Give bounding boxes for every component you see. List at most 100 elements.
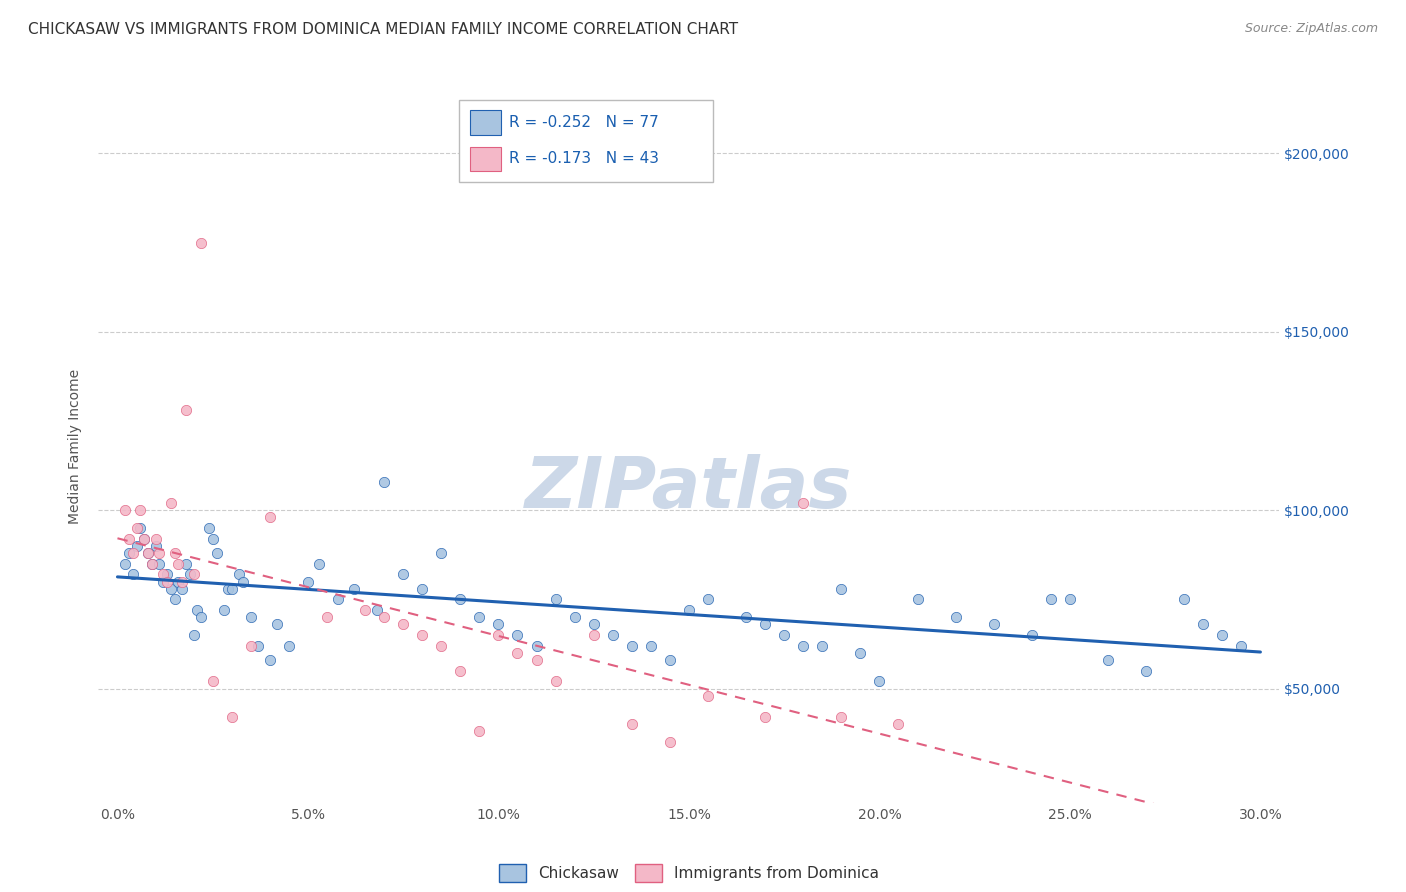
Point [114, 503, 136, 517]
Point [945, 610, 967, 624]
Point [129, 521, 152, 535]
Point [411, 628, 433, 642]
Point [172, 582, 194, 596]
Point [411, 582, 433, 596]
Point [754, 710, 776, 724]
Point [1059, 592, 1081, 607]
Point [141, 557, 163, 571]
Point [582, 628, 605, 642]
Point [468, 724, 491, 739]
Point [239, 639, 262, 653]
Point [205, 546, 228, 560]
Point [121, 567, 143, 582]
Point [129, 503, 152, 517]
Point [1135, 664, 1157, 678]
Point [221, 710, 243, 724]
Point [735, 610, 758, 624]
Point [1021, 628, 1043, 642]
Point [201, 674, 224, 689]
Point [148, 546, 170, 560]
Point [849, 646, 872, 660]
Point [179, 567, 201, 582]
Point [259, 653, 281, 667]
Point [239, 610, 262, 624]
Point [297, 574, 319, 589]
Point [118, 546, 141, 560]
Point [392, 617, 415, 632]
Point [983, 617, 1005, 632]
Point [259, 510, 281, 524]
Point [134, 532, 156, 546]
Point [811, 639, 834, 653]
Point [564, 610, 586, 624]
Point [830, 582, 852, 596]
Text: R = -0.173   N = 43: R = -0.173 N = 43 [509, 152, 659, 167]
Point [232, 574, 254, 589]
Point [201, 532, 224, 546]
Text: ZIPatlas: ZIPatlas [526, 454, 852, 524]
Point [159, 496, 181, 510]
Point [212, 603, 235, 617]
Point [152, 567, 174, 582]
Point [373, 475, 395, 489]
Point [145, 539, 167, 553]
Point [697, 689, 720, 703]
Point [163, 546, 186, 560]
Point [183, 628, 205, 642]
Y-axis label: Median Family Income: Median Family Income [69, 368, 83, 524]
Point [266, 617, 288, 632]
Point [152, 574, 174, 589]
Point [148, 557, 170, 571]
Point [678, 603, 700, 617]
Point [658, 735, 681, 749]
Text: Source: ZipAtlas.com: Source: ZipAtlas.com [1244, 22, 1378, 36]
Point [118, 532, 141, 546]
Point [190, 235, 212, 250]
Point [277, 639, 299, 653]
Point [121, 546, 143, 560]
Point [868, 674, 890, 689]
Point [159, 582, 181, 596]
Point [167, 574, 190, 589]
Point [156, 574, 179, 589]
Point [136, 546, 159, 560]
Point [907, 592, 929, 607]
Point [174, 557, 197, 571]
Point [156, 567, 179, 582]
Point [163, 592, 186, 607]
Text: R = -0.252   N = 77: R = -0.252 N = 77 [509, 115, 659, 130]
Point [228, 567, 250, 582]
Point [468, 610, 491, 624]
Point [174, 403, 197, 417]
Point [526, 639, 548, 653]
Point [172, 574, 194, 589]
Text: CHICKASAW VS IMMIGRANTS FROM DOMINICA MEDIAN FAMILY INCOME CORRELATION CHART: CHICKASAW VS IMMIGRANTS FROM DOMINICA ME… [28, 22, 738, 37]
Point [125, 521, 148, 535]
Point [506, 628, 529, 642]
Point [792, 496, 814, 510]
Point [526, 653, 548, 667]
Point [247, 639, 270, 653]
Point [190, 610, 212, 624]
Point [449, 664, 471, 678]
Point [697, 592, 720, 607]
Point [773, 628, 796, 642]
Point [183, 567, 205, 582]
Point [328, 592, 350, 607]
Point [316, 610, 339, 624]
Point [640, 639, 662, 653]
Point [186, 603, 208, 617]
Point [620, 639, 643, 653]
Legend: Chickasaw, Immigrants from Dominica: Chickasaw, Immigrants from Dominica [492, 858, 886, 888]
Point [221, 582, 243, 596]
Point [430, 546, 453, 560]
Point [392, 567, 415, 582]
Point [658, 653, 681, 667]
Point [198, 521, 221, 535]
Point [167, 557, 190, 571]
Point [488, 628, 510, 642]
Point [114, 557, 136, 571]
Point [1097, 653, 1119, 667]
Point [343, 582, 366, 596]
Point [141, 557, 163, 571]
